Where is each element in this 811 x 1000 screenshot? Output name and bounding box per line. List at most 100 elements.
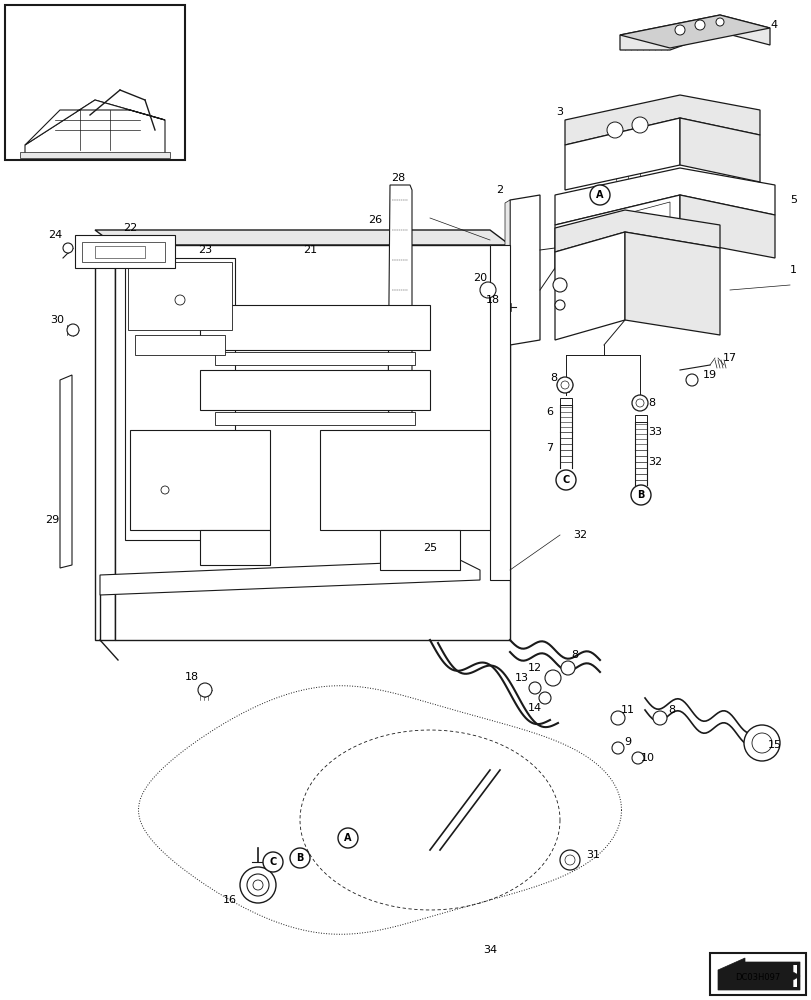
Text: 30: 30 [50, 315, 64, 325]
Polygon shape [504, 200, 509, 348]
Text: 13: 13 [514, 673, 528, 683]
Polygon shape [320, 430, 489, 530]
Polygon shape [25, 100, 165, 145]
Polygon shape [5, 5, 185, 160]
Polygon shape [560, 398, 571, 405]
Text: DC03H097: DC03H097 [735, 973, 779, 982]
Circle shape [528, 682, 540, 694]
Polygon shape [554, 232, 624, 340]
Polygon shape [25, 100, 165, 155]
Polygon shape [717, 958, 799, 990]
Text: 33: 33 [647, 427, 661, 437]
Polygon shape [125, 258, 234, 540]
Polygon shape [95, 230, 509, 245]
Text: 15: 15 [767, 740, 781, 750]
Text: 8: 8 [571, 650, 578, 660]
Text: 16: 16 [223, 895, 237, 905]
Circle shape [610, 711, 624, 725]
Text: 2: 2 [496, 185, 503, 195]
Circle shape [674, 25, 684, 35]
Circle shape [253, 880, 263, 890]
Circle shape [240, 867, 276, 903]
Circle shape [175, 295, 185, 305]
Text: 22: 22 [122, 223, 137, 233]
Text: 29: 29 [45, 515, 59, 525]
Text: 21: 21 [303, 245, 316, 255]
Polygon shape [564, 202, 669, 260]
Polygon shape [215, 352, 414, 365]
Polygon shape [624, 232, 719, 335]
Text: 32: 32 [647, 457, 661, 467]
Polygon shape [200, 530, 270, 565]
Text: A: A [344, 833, 351, 843]
Text: B: B [296, 853, 303, 863]
Text: 4: 4 [769, 20, 776, 30]
Circle shape [715, 18, 723, 26]
Polygon shape [489, 245, 509, 580]
Circle shape [479, 282, 496, 298]
Circle shape [63, 243, 73, 253]
Text: 18: 18 [485, 295, 500, 305]
Text: 28: 28 [390, 173, 405, 183]
Text: 10: 10 [640, 753, 654, 763]
Polygon shape [554, 168, 774, 225]
Polygon shape [82, 242, 165, 262]
Polygon shape [75, 235, 175, 268]
Polygon shape [380, 530, 460, 570]
Polygon shape [509, 195, 539, 345]
Text: 11: 11 [620, 705, 634, 715]
Polygon shape [200, 370, 430, 410]
Circle shape [337, 828, 358, 848]
Polygon shape [20, 152, 169, 158]
Circle shape [290, 848, 310, 868]
Text: 17: 17 [722, 353, 736, 363]
Text: 32: 32 [573, 530, 586, 540]
Circle shape [560, 850, 579, 870]
Text: 3: 3 [556, 107, 563, 117]
Polygon shape [554, 195, 679, 270]
Circle shape [247, 874, 268, 896]
Circle shape [161, 486, 169, 494]
Text: 31: 31 [586, 850, 599, 860]
Text: 9: 9 [624, 737, 631, 747]
Circle shape [552, 278, 566, 292]
Circle shape [635, 399, 643, 407]
Polygon shape [634, 415, 646, 422]
Text: 1: 1 [789, 265, 796, 275]
Circle shape [743, 725, 779, 761]
Text: B: B [637, 490, 644, 500]
Polygon shape [135, 335, 225, 355]
Text: 8: 8 [550, 373, 557, 383]
Text: 24: 24 [48, 230, 62, 240]
Text: 8: 8 [667, 705, 675, 715]
Polygon shape [60, 375, 72, 568]
Polygon shape [679, 195, 774, 258]
Polygon shape [564, 118, 679, 190]
Circle shape [652, 711, 666, 725]
Polygon shape [620, 15, 769, 48]
Polygon shape [620, 15, 769, 50]
Polygon shape [747, 965, 796, 987]
Text: 23: 23 [198, 245, 212, 255]
Text: 25: 25 [423, 543, 436, 553]
Text: 18: 18 [185, 672, 199, 682]
Polygon shape [95, 246, 145, 258]
Text: 5: 5 [789, 195, 796, 205]
Text: 12: 12 [527, 663, 542, 673]
Circle shape [554, 300, 564, 310]
Polygon shape [130, 430, 270, 530]
Circle shape [694, 20, 704, 30]
Circle shape [685, 374, 697, 386]
Circle shape [198, 683, 212, 697]
Circle shape [631, 117, 647, 133]
Text: C: C [269, 857, 277, 867]
Text: 6: 6 [546, 407, 553, 417]
Polygon shape [215, 412, 414, 425]
Text: 7: 7 [546, 443, 553, 453]
Circle shape [560, 381, 569, 389]
Circle shape [611, 742, 623, 754]
Circle shape [564, 855, 574, 865]
Circle shape [556, 377, 573, 393]
Circle shape [630, 485, 650, 505]
Text: 20: 20 [472, 273, 487, 283]
